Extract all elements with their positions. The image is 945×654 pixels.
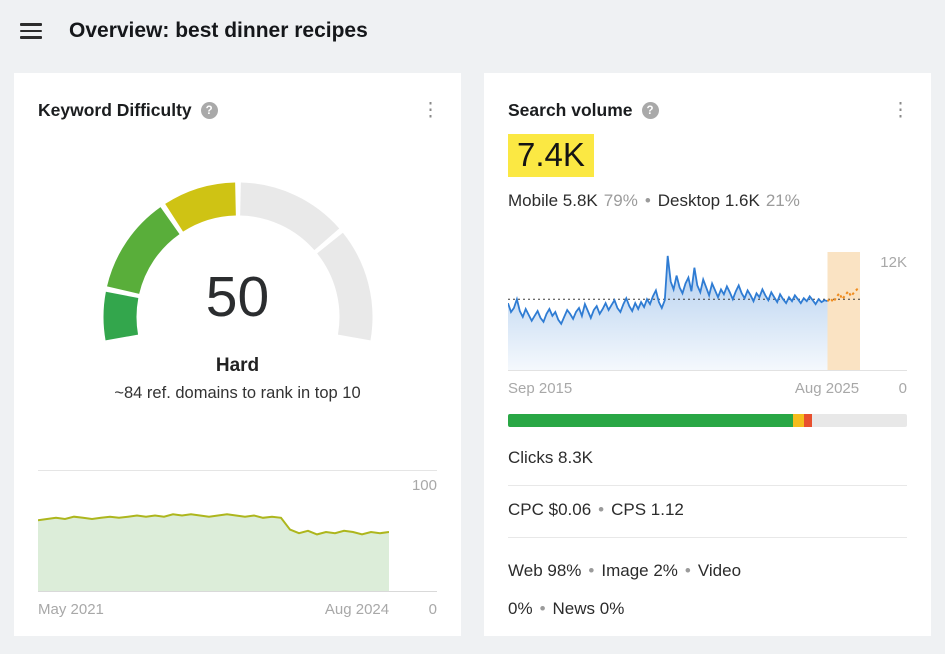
clicks-row: Clicks 8.3K [508,448,593,468]
search-volume-value: 7.4K [508,134,594,177]
search-volume-chart: 12K 0 Sep 2015 Aug 2025 [508,250,907,397]
kebab-menu-icon[interactable]: ⋮ [891,100,910,121]
kd-difficulty-label: Hard [215,355,260,376]
page-title: Overview: best dinner recipes [69,19,368,42]
bullet-separator: • [539,599,546,618]
serp-item-video: Video 0% [508,561,742,618]
kd-history-ymax-label: 100 [411,477,437,494]
sv-start-date: Sep 2015 [508,380,573,397]
clicks-bar-segment-organic [508,414,794,427]
kd-value: 50 [205,265,270,329]
search-volume-card: Search volume ? ⋮ 7.4K Mobile 5.8K 79% • De… [484,73,931,636]
sv-ymin-label: 0 [898,380,907,397]
kd-gauge-block: 50 Hard ~84 ref. domains to rank in top … [14,177,461,403]
clicks-bar-segment-other [804,414,813,427]
serp-features-row: Web 98% • Image 2% • Video 0% • News 0% [508,552,818,628]
clicks-distribution-bar [508,414,907,427]
sv-card-title: Search volume [508,100,633,120]
clicks-value: Clicks 8.3K [508,448,594,467]
hamburger-menu-icon[interactable] [20,23,42,39]
serp-item-image: Image 2% [601,561,678,580]
bullet-separator: • [588,561,595,580]
help-icon[interactable]: ? [641,102,659,119]
bullet-separator: • [644,191,651,210]
serp-item-news: News 0% [552,599,625,618]
sv-ymax-label: 12K [880,254,907,271]
kd-gauge-chart [103,182,372,341]
kd-history-end-date: Aug 2024 [324,601,390,618]
bullet-separator: • [598,500,605,519]
mobile-volume: Mobile 5.8K [508,191,598,210]
divider [508,537,907,538]
kd-history-plot [38,513,389,591]
app-header: Overview: best dinner recipes [0,0,945,62]
clicks-bar-segment-paid [793,414,805,427]
kd-history-start-date: May 2021 [38,601,104,618]
help-icon[interactable]: ? [200,102,218,119]
kd-history-ymin-label: 0 [428,601,437,618]
cpc-value: CPC $0.06 [508,500,592,519]
mobile-percent: 79% [603,191,638,210]
cps-value: CPS 1.12 [611,500,684,519]
desktop-volume: Desktop 1.6K [657,191,760,210]
kd-card-header: Keyword Difficulty ? [38,100,218,121]
keyword-difficulty-card: Keyword Difficulty ? ⋮ 50 Hard ~84 ref. … [14,73,461,636]
kd-subtitle: ~84 ref. domains to rank in top 10 [114,384,361,402]
desktop-percent: 21% [765,191,800,210]
cpc-cps-row: CPC $0.06 • CPS 1.12 [508,500,684,520]
kd-history-chart: 100 0 May 2021 Aug 2024 [38,470,437,618]
sv-card-header: Search volume ? [508,100,659,121]
clicks-bar-segment-rest [812,414,907,427]
kd-card-title: Keyword Difficulty [38,100,192,120]
kd-gauge-wrap: 50 [88,177,388,347]
sv-end-date: Aug 2025 [794,380,860,397]
device-breakdown-row: Mobile 5.8K 79% • Desktop 1.6K 21% [508,191,800,211]
search-volume-plot [508,252,860,370]
kebab-menu-icon[interactable]: ⋮ [421,100,440,121]
serp-item-web: Web 98% [508,561,582,580]
bullet-separator: • [684,561,691,580]
divider [508,485,907,486]
